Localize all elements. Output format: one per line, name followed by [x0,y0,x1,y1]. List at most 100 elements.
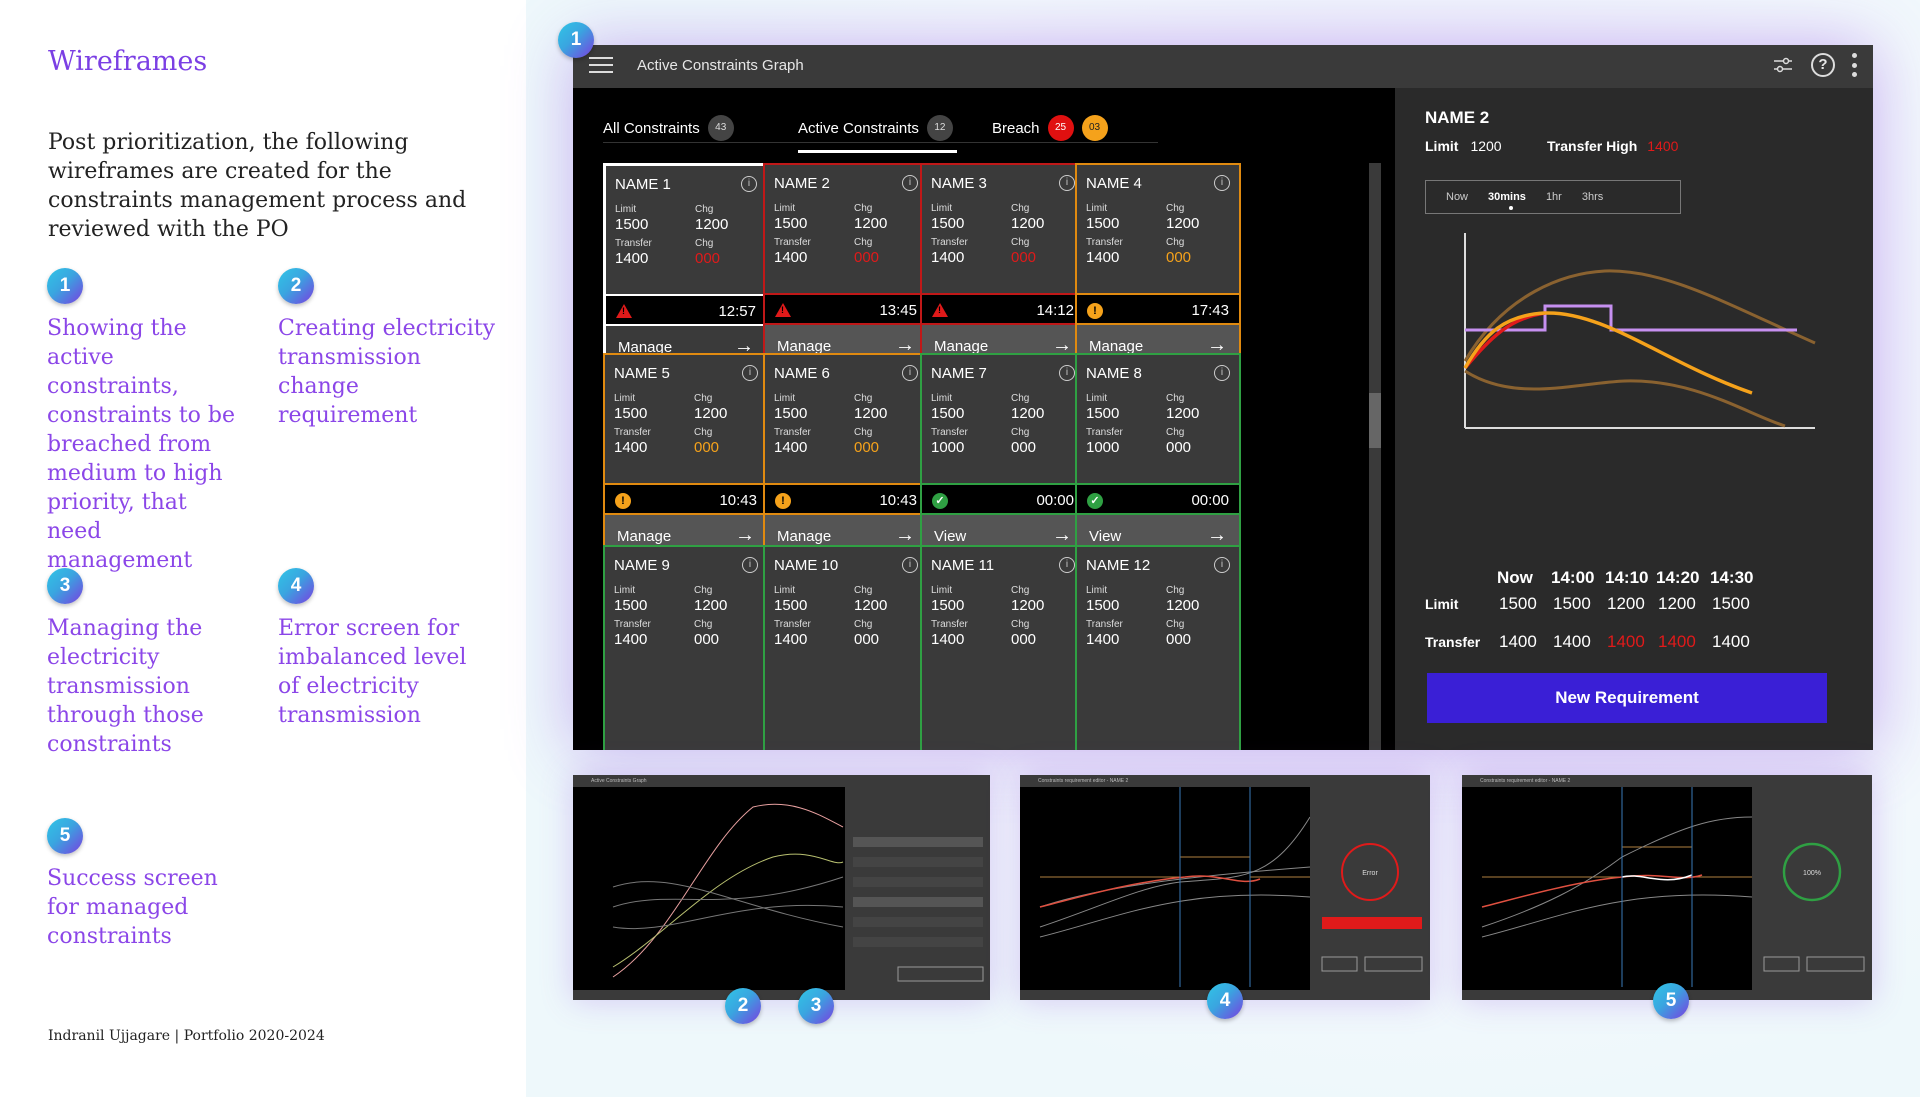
lower-band-line [1464,369,1786,428]
card-chg-label: Chg [1011,585,1030,596]
table-cell: 1500 [1499,594,1537,613]
constraint-card[interactable]: NAME 7 i Limit 1500 Chg 1200 Transfer 1000 Chg 00… [920,353,1086,561]
card-time: 00:00 [1036,492,1074,509]
filter-icon[interactable] [1771,53,1795,77]
alert-icon: ! [615,493,631,509]
info-icon[interactable]: i [1214,365,1230,381]
table-cell: 1400 [1553,632,1591,651]
range-30mins[interactable]: 30mins [1468,191,1526,210]
thumbnail-badge: 5 [1653,983,1689,1019]
table-column-header: 14:20 [1656,568,1700,587]
card-chg-label: Chg [854,427,873,438]
card-chg-value: 1200 [854,215,888,232]
constraint-card[interactable]: NAME 12 i Limit 1500 Chg 1200 Transfer 1400 Chg 0… [1075,545,1241,750]
info-icon[interactable]: i [1214,175,1230,191]
info-icon[interactable]: i [742,557,758,573]
card-chg-label: Chg [1166,585,1185,596]
card-limit-label: Limit [931,203,953,214]
count-badge: 43 [707,115,734,141]
card-limit-label: Limit [1086,393,1108,404]
table-cell: 1400 [1712,632,1750,651]
range-1hr[interactable]: 1hr [1545,191,1562,203]
constraint-card[interactable]: NAME 8 i Limit 1500 Chg 1200 Transfer 1000 Chg 00… [1075,353,1241,561]
constraint-card[interactable]: NAME 6 i Limit 1500 Chg 1200 Transfer 1400 Chg 00… [763,353,929,561]
constraint-card[interactable]: NAME 2 i Limit 1500 Chg 1200 Transfer 1400 Chg 00… [763,163,929,371]
info-icon[interactable]: i [1059,175,1075,191]
step-3: 3 Managing the electricity transmission … [47,568,247,759]
constraint-card[interactable]: NAME 1 i Limit 1500 Chg 1200 Transfer 1400 Chg 00… [603,163,769,371]
tab-all-constraints[interactable]: All Constraints 43 [603,115,734,141]
step-text: Managing the electricity transmission th… [47,616,204,757]
card-transfer-label: Transfer [1086,427,1123,438]
tab-breach[interactable]: Breach 25 03 [992,115,1108,141]
constraint-card[interactable]: NAME 4 i Limit 1500 Chg 1200 Transfer 1400 Chg 00… [1075,163,1241,371]
card-limit-value: 1500 [931,597,965,614]
scrollbar-thumb[interactable] [1369,393,1381,448]
card-action-label: Manage [777,528,832,545]
constraint-cards-grid: NAME 1 i Limit 1500 Chg 1200 Transfer 1400 Chg 00… [603,163,1373,750]
card-transfer-value: 1400 [1086,249,1120,266]
info-icon[interactable]: i [902,365,918,381]
range-now[interactable]: Now [1446,191,1469,203]
tab-active-constraints[interactable]: Active Constraints 12 [798,115,957,153]
card-name: NAME 6 [774,365,830,382]
constraint-card[interactable]: NAME 11 i Limit 1500 Chg 1200 Transfer 1400 Chg 0… [920,545,1086,750]
card-transfer-value: 1400 [774,249,808,266]
step-text: Creating electricity transmission change… [278,316,496,428]
card-action-label: Manage [618,339,673,356]
card-limit-label: Limit [774,203,796,214]
info-icon[interactable]: i [1059,557,1075,573]
card-chg-label: Chg [694,585,713,596]
info-icon[interactable]: i [902,175,918,191]
card-status: ✓ 00:00 [922,483,1084,515]
constraint-card[interactable]: NAME 10 i Limit 1500 Chg 1200 Transfer 1400 Chg 0… [763,545,929,750]
card-chg-value: 1200 [854,597,888,614]
card-limit-value: 1500 [774,597,808,614]
card-status: ! 10:43 [765,483,927,515]
card-chg-label: Chg [854,585,873,596]
card-chg-value: 000 [1011,631,1037,648]
info-icon[interactable]: i [902,557,918,573]
constraint-card[interactable]: NAME 5 i Limit 1500 Chg 1200 Transfer 1400 Chg 00… [603,353,769,561]
card-chg-value: 1200 [1166,405,1200,422]
card-chg-value: 000 [695,250,721,267]
more-options-icon[interactable] [1851,53,1857,77]
card-status: ! 17:43 [1077,293,1239,325]
card-chg-value: 000 [854,249,880,266]
arrow-right-icon: → [1052,334,1072,356]
constraint-graph [1463,233,1816,429]
table-row-label: Limit [1425,596,1459,612]
constraint-card[interactable]: NAME 3 i Limit 1500 Chg 1200 Transfer 1400 Chg 00… [920,163,1086,371]
info-icon[interactable]: i [742,365,758,381]
card-chg-label: Chg [1166,203,1185,214]
scrollbar[interactable] [1369,163,1381,750]
card-limit-label: Limit [931,585,953,596]
arrow-right-icon: → [1052,524,1072,546]
detail-limit: Limit 1200 [1425,138,1502,154]
table-column-header: 14:10 [1605,568,1649,587]
card-chg-value: 000 [1166,249,1192,266]
info-icon[interactable]: i [1214,557,1230,573]
card-transfer-label: Transfer [931,619,968,630]
card-limit-value: 1500 [614,597,648,614]
constraint-card[interactable]: NAME 9 i Limit 1500 Chg 1200 Transfer 1400 Chg 00… [603,545,769,750]
card-transfer-value: 1400 [615,250,649,267]
range-3hrs[interactable]: 3hrs [1581,191,1604,203]
card-chg-value: 1200 [1011,215,1045,232]
thumbnail-body: 100% [1462,787,1872,990]
card-chg-label: Chg [1166,393,1185,404]
new-requirement-button[interactable]: New Requirement [1427,673,1827,723]
warning-icon [775,303,791,319]
help-icon[interactable]: ? [1811,53,1835,77]
info-icon[interactable]: i [1059,365,1075,381]
info-icon[interactable]: i [741,176,757,192]
card-chg-value: 1200 [854,405,888,422]
card-transfer-label: Transfer [931,427,968,438]
step-badge: 1 [47,268,83,304]
card-chg-label: Chg [1011,393,1030,404]
card-name: NAME 1 [615,176,671,193]
card-limit-label: Limit [1086,203,1108,214]
card-chg-label: Chg [854,393,873,404]
arrow-right-icon: → [895,334,915,356]
hamburger-menu-icon[interactable] [589,57,613,77]
